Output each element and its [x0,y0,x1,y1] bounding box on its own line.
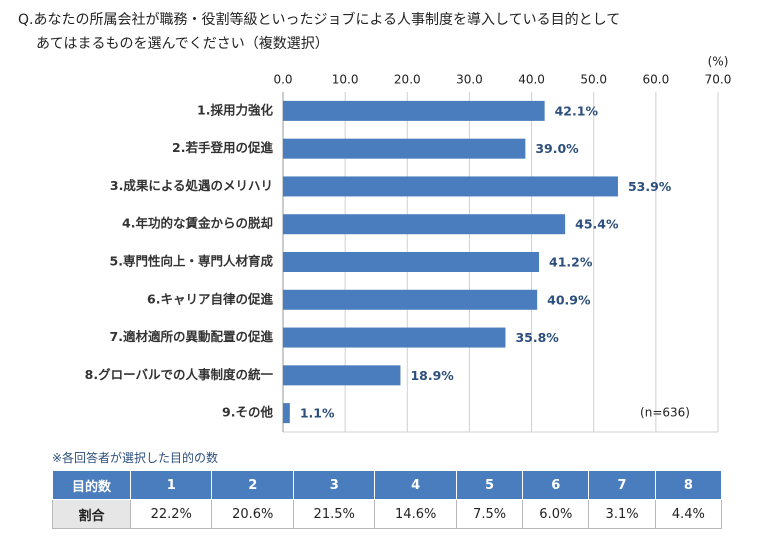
x-tick-label: 30.0 [456,73,483,87]
y-tick-label: 4.年功的な賃金からの脱却 [122,216,273,231]
annotation: (n=636) [640,406,690,420]
table-cell: 3 [292,470,376,500]
x-tick-label: 70.0 [705,73,732,87]
table-row: 割合 22.2% 20.6% 21.5% 14.6% 7.5% 6.0% 3.1% 4.4% [52,499,723,529]
table-cell: 6 [522,470,590,500]
table-cell: 4 [374,470,457,500]
table-note: ※各回答者が選択した目的の数 [52,451,219,465]
data-label: 41.2% [549,255,593,270]
y-tick-label: 9.その他 [222,405,273,420]
data-label: 53.9% [628,179,672,194]
table-cell: 20.6% [211,499,294,529]
chart: Q.あなたの所属会社が職務・役割等級といったジョブによる人事制度を導入している目… [18,11,732,433]
table-cell: 8 [654,470,723,500]
bar [283,327,506,348]
table-cell: 1 [129,470,213,500]
table-cell: 7.5% [455,499,524,529]
x-tick-label: 20.0 [394,73,421,87]
table-cell: 4.4% [654,499,723,529]
bar [283,100,545,121]
bar [283,176,618,197]
bar [283,252,540,272]
table-cell: 5 [455,470,524,500]
bar [283,365,401,386]
table-cell: 6.0% [522,499,590,529]
data-label: 45.4% [575,217,619,232]
data-label: 18.9% [410,368,454,383]
x-axis-unit: (%) [708,55,729,69]
y-tick-label: 7.適材適所の異動配置の促進 [110,329,274,344]
y-tick-label: 2.若手登用の促進 [172,140,273,155]
bar [283,289,538,310]
x-tick-label: 10.0 [332,73,359,87]
y-tick-label: 5.専門性向上・専門人材育成 [110,254,274,269]
bar [283,214,566,235]
table-cell: 割合 [52,499,131,529]
table-cell: 2 [211,470,294,500]
chart-title: Q.あなたの所属会社が職務・役割等級といったジョブによる人事制度を導入している目… [18,11,620,28]
x-tick-label: 0.0 [273,73,292,87]
table-cell: 目的数 [52,470,131,500]
data-label: 40.9% [547,292,591,307]
y-tick-label: 1.採用力強化 [197,102,273,117]
table-cell: 21.5% [292,499,376,529]
table-cell: 3.1% [588,499,656,529]
data-label: 42.1% [555,103,599,118]
y-tick-label: 8.グローバルでの人事制度の統一 [85,367,274,382]
y-tick-label: 3.成果による処遇のメリハリ [110,178,273,193]
bar [283,138,526,159]
chart-title: あてはまるものを選んでください（複数選択） [36,35,329,52]
table-cell: 22.2% [129,499,213,529]
x-tick-label: 50.0 [580,73,607,87]
table-cell: 14.6% [374,499,457,529]
y-tick-label: 6.キャリア自律の促進 [147,291,273,306]
x-tick-label: 60.0 [642,73,669,87]
bar [283,403,290,424]
data-label: 35.8% [515,330,559,345]
x-tick-label: 40.0 [518,73,545,87]
data-table: 目的数 1 2 3 4 5 6 7 8 割合 22.2% 20.6% 21.5% 14.6% 7.5% 6.0… [52,470,723,529]
data-label: 39.0% [535,141,579,156]
table-row: 目的数 1 2 3 4 5 6 7 8 [52,470,723,500]
table-cell: 7 [588,470,656,500]
data-label: 1.1% [300,406,335,421]
